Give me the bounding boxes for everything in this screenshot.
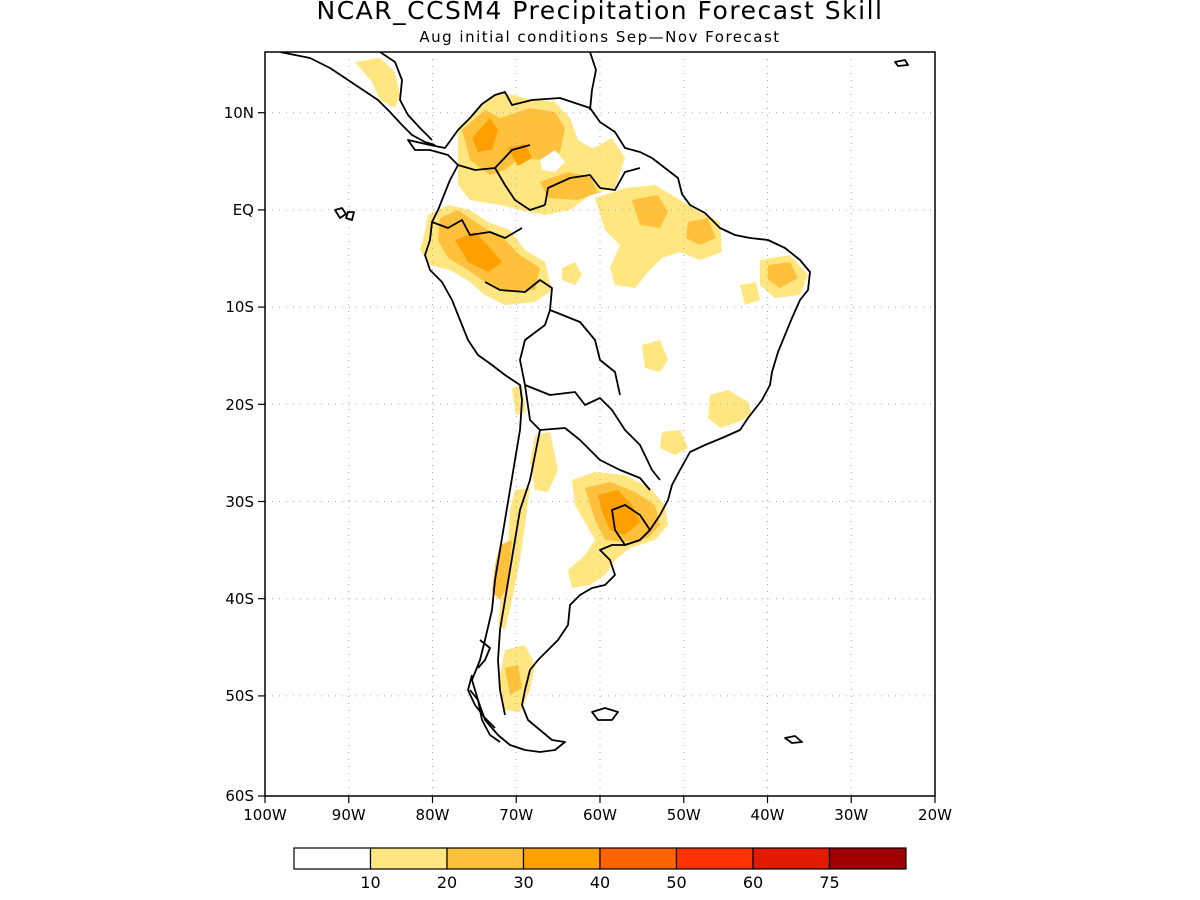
skill-shading — [355, 58, 808, 712]
lat-tick-label: 50S — [225, 687, 254, 705]
colorbar: 10 20 30 40 50 60 75 — [293, 847, 907, 892]
colorbar-swatch — [522, 847, 601, 870]
falkland-islands — [591, 707, 619, 721]
lon-tick-labels: 100W 90W 80W 70W 60W 50W 40W 30W 20W — [243, 806, 952, 824]
lon-tick-label: 100W — [243, 806, 287, 824]
colorbar-label: 50 — [666, 873, 686, 892]
skill-region — [642, 340, 668, 372]
lat-tick-label: 60S — [225, 787, 254, 805]
skill-region — [708, 390, 752, 428]
skill-region — [512, 385, 526, 415]
lon-tick-label: 70W — [499, 806, 533, 824]
lat-tick-label: 10N — [224, 104, 254, 122]
lat-tick-label: 20S — [225, 396, 254, 414]
skill-region — [472, 118, 498, 152]
colorbar-label: 60 — [743, 873, 763, 892]
colorbar-label: 10 — [360, 873, 380, 892]
colorbar-swatch — [675, 847, 754, 870]
colorbar-swatch — [752, 847, 831, 870]
skill-region — [632, 195, 668, 228]
lon-tick-label: 60W — [583, 806, 617, 824]
skill-region — [588, 138, 625, 192]
grid-lines — [265, 52, 935, 796]
lon-tick-label: 30W — [834, 806, 868, 824]
lon-tick-label: 90W — [332, 806, 366, 824]
skill-region — [540, 172, 600, 200]
lat-tick-label: EQ — [233, 201, 254, 219]
skill-region — [562, 262, 582, 285]
lon-tick-label: 50W — [667, 806, 701, 824]
tick-marks — [258, 112, 936, 803]
galapagos-islands — [334, 207, 355, 221]
lon-tick-label: 80W — [416, 806, 450, 824]
colorbar-label: 30 — [513, 873, 533, 892]
lon-tick-label: 20W — [918, 806, 952, 824]
colorbar-swatch — [369, 847, 448, 870]
colorbar-label: 75 — [819, 873, 839, 892]
lat-tick-label: 10S — [225, 298, 254, 316]
colorbar-label: 40 — [590, 873, 610, 892]
lat-tick-labels: 10N EQ 10S 20S 30S 40S 50S 60S — [224, 104, 254, 805]
colorbar-swatch — [599, 847, 678, 870]
skill-region — [660, 430, 688, 455]
caribbean-islands — [589, 52, 909, 111]
colorbar-swatch — [293, 847, 372, 870]
skill-region — [540, 150, 565, 172]
skill-region — [768, 262, 798, 288]
skill-region — [740, 282, 760, 305]
skill-region — [505, 665, 522, 695]
skill-region — [355, 58, 400, 108]
south-america-coastline — [407, 91, 811, 753]
colorbar-swatch — [828, 847, 907, 870]
colorbar-label: 20 — [437, 873, 457, 892]
map-subtitle: Aug initial conditions Sep—Nov Forecast — [419, 28, 781, 46]
central-america-coastline — [279, 52, 436, 146]
map-title: NCAR_CCSM4 Precipitation Forecast Skill — [316, 0, 884, 25]
country-borders — [431, 144, 661, 716]
skill-region — [686, 218, 716, 245]
lon-tick-label: 40W — [751, 806, 785, 824]
colorbar-swatch — [446, 847, 525, 870]
skill-region — [455, 232, 502, 272]
lat-tick-label: 30S — [225, 493, 254, 511]
chile-archipelago — [467, 639, 501, 743]
skill-region — [595, 185, 722, 288]
south-georgia-island — [784, 735, 803, 744]
lat-tick-label: 40S — [225, 590, 254, 608]
coastlines — [279, 52, 909, 753]
